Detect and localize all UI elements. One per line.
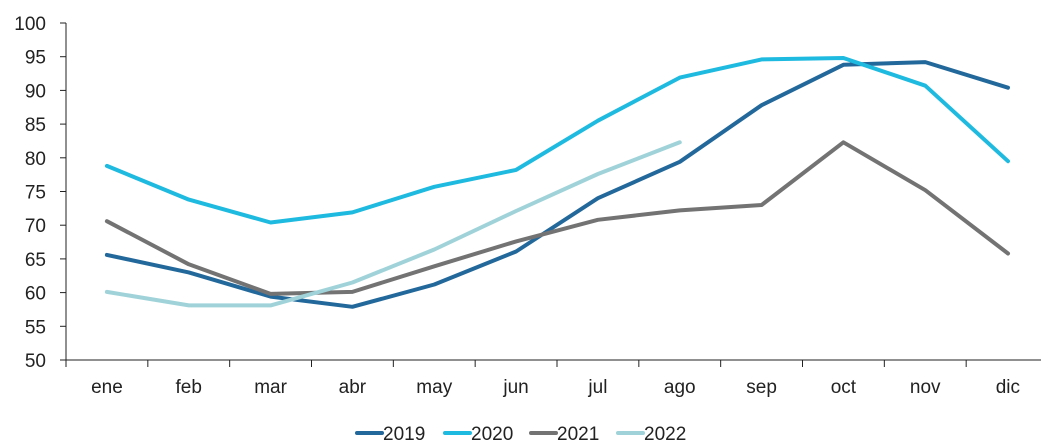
legend-label-2019: 2019 [383, 424, 425, 445]
x-tick-label: feb [176, 377, 202, 398]
legend: 2019 2020 2021 2022 [355, 424, 686, 445]
x-axis: ene feb mar abr may jun jul ago sep oct nov dic [65, 359, 1041, 398]
y-tick-label: 70 [25, 216, 46, 237]
legend-label-2022: 2022 [644, 424, 686, 445]
y-tick-label: 100 [14, 14, 46, 35]
y-tick-label: 90 [25, 81, 46, 102]
x-tick-label: ago [664, 377, 696, 398]
y-tick-label: 85 [25, 115, 46, 136]
x-tick-label: may [416, 377, 452, 398]
x-tick-label: jun [502, 377, 528, 398]
series-group [104, 56, 1010, 309]
x-tick-label: dic [996, 377, 1020, 398]
y-tick-label: 65 [25, 250, 46, 271]
y-tick-label: 95 [25, 48, 46, 69]
x-tick-label: nov [910, 377, 941, 398]
legend-label-2020: 2020 [471, 424, 513, 445]
series-line-2020 [104, 56, 1010, 225]
x-tick-label: sep [746, 377, 777, 398]
y-tick-label: 55 [25, 317, 46, 338]
legend-label-2021: 2021 [557, 424, 599, 445]
y-tick-label: 80 [25, 149, 46, 170]
y-tick-label: 60 [25, 284, 46, 305]
x-tick-label: mar [254, 377, 287, 398]
x-tick-label: ene [91, 377, 123, 398]
y-axis: 50 55 60 65 70 75 80 85 90 95 100 [14, 14, 67, 372]
series-line-2021 [104, 140, 1010, 296]
x-tick-label: jul [587, 377, 607, 398]
x-tick-label: oct [831, 377, 857, 398]
series-line-2022 [104, 140, 682, 308]
y-tick-label: 75 [25, 183, 46, 204]
series-line-2019 [104, 60, 1010, 309]
x-tick-label: abr [339, 377, 367, 398]
y-tick-label: 50 [25, 351, 46, 372]
